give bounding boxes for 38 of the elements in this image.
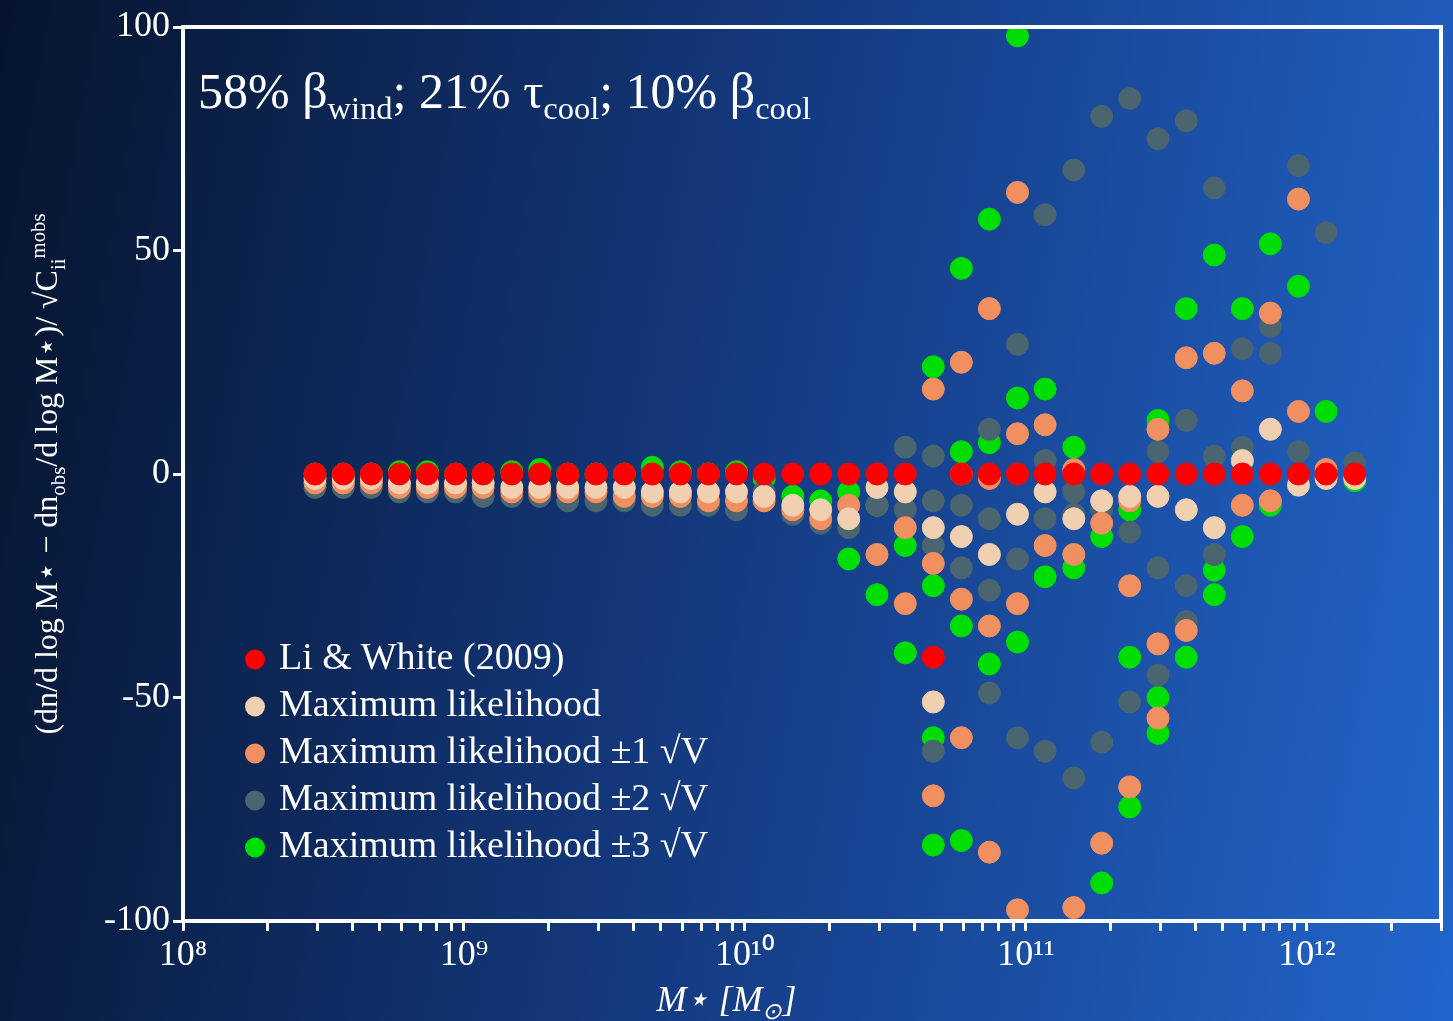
legend-label: Maximum likelihood ±2 √V [279, 776, 709, 819]
point [921, 645, 945, 669]
point [528, 462, 552, 486]
legend-label: Li & White (2009) [279, 635, 565, 679]
legend-label: Maximum likelihood ±1 √V [279, 729, 709, 772]
x-tick-label: 10¹⁰ [715, 933, 775, 974]
x-tick-label: 10⁹ [439, 933, 489, 974]
point [1033, 462, 1057, 486]
point [752, 484, 776, 508]
point [865, 462, 889, 486]
legend-label: Maximum likelihood ±3 √V [279, 823, 709, 866]
text: 58% β$_{wind}$; 21% τ$_{cool}$; 10% β$_{cool}$ [198, 62, 812, 127]
point [1090, 462, 1114, 486]
y-tick-label: 50 [134, 227, 170, 268]
point [1146, 462, 1170, 486]
point [809, 462, 833, 486]
y-tick-label: 0 [152, 451, 170, 492]
point [1202, 462, 1226, 486]
point [1174, 462, 1198, 486]
point [809, 498, 833, 522]
x-tick-label: 10¹¹ [997, 933, 1055, 974]
legend-label: Maximum likelihood [279, 682, 601, 725]
point [1286, 462, 1310, 486]
y-tick-label: -50 [122, 674, 170, 715]
y-tick-label: 100 [116, 4, 170, 45]
point [640, 462, 664, 486]
point [893, 462, 917, 486]
point [1062, 462, 1086, 486]
x-tick-label: 10¹² [1278, 933, 1336, 974]
point [781, 462, 805, 486]
point [752, 462, 776, 486]
point [837, 462, 861, 486]
x-axis-title: M⋆ [M$_{⊙}$] [655, 978, 798, 1021]
point [1118, 462, 1142, 486]
point [837, 507, 861, 531]
point [781, 493, 805, 517]
point [921, 516, 945, 540]
point [977, 462, 1001, 486]
